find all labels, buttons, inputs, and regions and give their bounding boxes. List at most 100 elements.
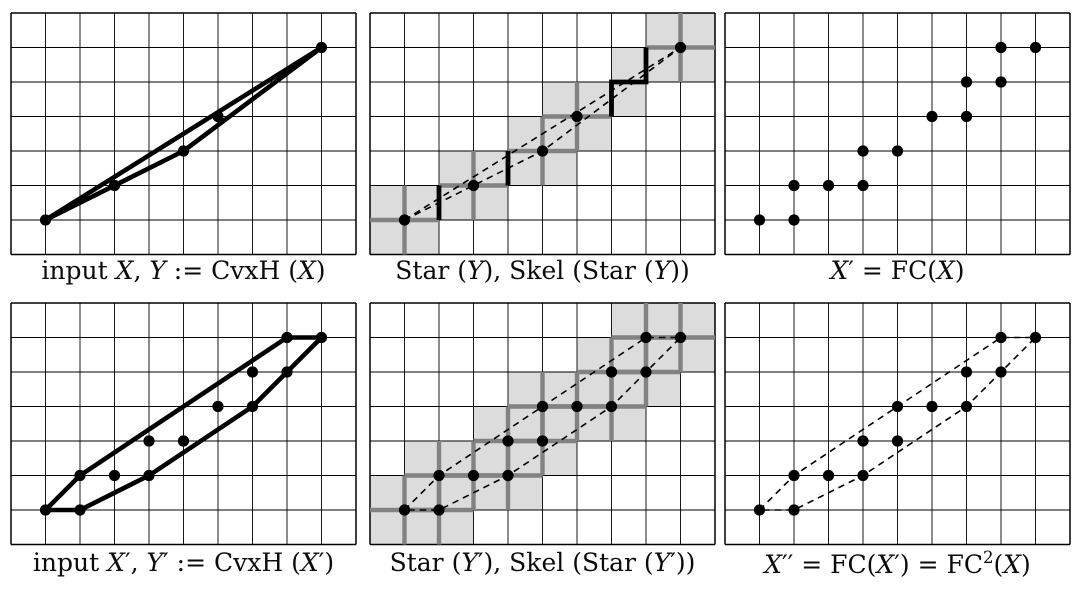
lattice-point (640, 331, 652, 344)
lattice-point (960, 110, 973, 123)
star-cell (473, 151, 508, 186)
lattice-point (398, 504, 411, 516)
star-cell (370, 185, 405, 220)
caption-segment: ), Skel (Star ( (483, 256, 654, 285)
star-cell (577, 82, 612, 117)
lattice-point (536, 400, 549, 413)
lattice-point (1029, 41, 1042, 54)
lattice-point (281, 366, 293, 378)
lattice-point (502, 435, 514, 447)
star-cell (370, 475, 405, 510)
caption-segment: X (876, 549, 895, 579)
caption-star-y: Star (Y), Skel (Star (Y)) (361, 256, 724, 296)
lattice-point (640, 366, 652, 378)
lattice-point (995, 366, 1007, 378)
lattice-point (39, 214, 52, 226)
lattice-point (788, 179, 800, 192)
caption-segment: ( (993, 549, 1004, 579)
lattice-point (753, 214, 766, 226)
caption-segment: input (41, 256, 116, 285)
lattice-point (74, 504, 86, 516)
star-cell (473, 185, 508, 220)
lattice-point (788, 504, 800, 516)
grid-panel-star-y-prime (369, 302, 716, 546)
caption-fc-x: X′ = FC(X) (716, 256, 1079, 296)
lattice-point (674, 331, 687, 344)
caption-segment: ′, (124, 548, 147, 577)
star-cell (439, 510, 474, 545)
star-cell (439, 475, 474, 510)
caption-segment: Y (146, 548, 164, 577)
lattice-point (960, 76, 973, 88)
caption-segment: 2 (982, 548, 994, 567)
star-cell (508, 116, 543, 151)
lattice-point (212, 400, 224, 413)
caption-segment: ) (1021, 549, 1031, 579)
star-cell (577, 406, 612, 441)
caption-segment: )) (670, 256, 690, 285)
caption-input-x-prime: input X′, Y′ := CvxH (X′) (2, 548, 365, 588)
caption-segment: X (830, 256, 849, 285)
lattice-point (536, 435, 549, 447)
lattice-point (143, 435, 155, 447)
lattice-point (433, 469, 445, 482)
star-cell (473, 475, 508, 510)
caption-segment: ′) = FC (894, 549, 983, 579)
hull-edge-dashed (404, 46, 681, 221)
star-cell (646, 372, 681, 407)
lattice-point (315, 331, 328, 344)
lattice-point (571, 110, 583, 123)
lattice-point (891, 435, 904, 447)
caption-segment: ′′ = FC( (781, 549, 877, 579)
star-cell (508, 406, 543, 441)
lattice-point (857, 145, 869, 157)
lattice-point (246, 400, 259, 413)
star-cell (646, 47, 681, 82)
star-cell (473, 441, 508, 476)
star-cell (577, 116, 612, 151)
star-cell (542, 151, 577, 186)
star-cell (404, 510, 439, 545)
star-cell (370, 510, 405, 545)
star-cell (508, 441, 543, 476)
lattice-point (891, 400, 904, 413)
lattice-point (891, 145, 904, 157)
lattice-point (177, 435, 190, 447)
star-cell (439, 185, 474, 220)
lattice-point (39, 504, 52, 516)
lattice-point (143, 469, 155, 482)
caption-segment: X (107, 548, 125, 577)
star-cell (577, 372, 612, 407)
star-cell (508, 372, 543, 407)
star-cell (680, 337, 715, 372)
lattice-point (281, 331, 293, 344)
lattice-point (857, 179, 869, 192)
grid-panel-fc-x (724, 12, 1071, 256)
lattice-point (605, 366, 618, 378)
grid-panel-input-x-prime (10, 302, 357, 546)
caption-segment: Y (653, 548, 671, 577)
lattice-point (788, 214, 800, 226)
star-cell (508, 475, 543, 510)
caption-segment: X (936, 256, 955, 285)
star-cell (404, 220, 439, 255)
caption-segment: Star ( (389, 548, 462, 577)
lattice-point (753, 504, 766, 516)
star-cell (542, 116, 577, 151)
caption-segment: ′) (318, 548, 335, 577)
caption-segment: ′ := CvxH ( (163, 548, 301, 577)
star-cell (611, 337, 646, 372)
lattice-point (315, 41, 328, 54)
star-cell (370, 220, 405, 255)
caption-segment: := CvxH ( (165, 256, 298, 285)
caption-input-x: input X, Y := CvxH (X) (2, 256, 365, 296)
lattice-point (536, 145, 549, 157)
star-cell (646, 13, 681, 48)
lattice-point (674, 41, 687, 54)
lattice-point (822, 179, 835, 192)
star-cell (646, 303, 681, 338)
lattice-point (926, 110, 938, 123)
star-cell (611, 406, 646, 441)
lattice-point (467, 179, 480, 192)
